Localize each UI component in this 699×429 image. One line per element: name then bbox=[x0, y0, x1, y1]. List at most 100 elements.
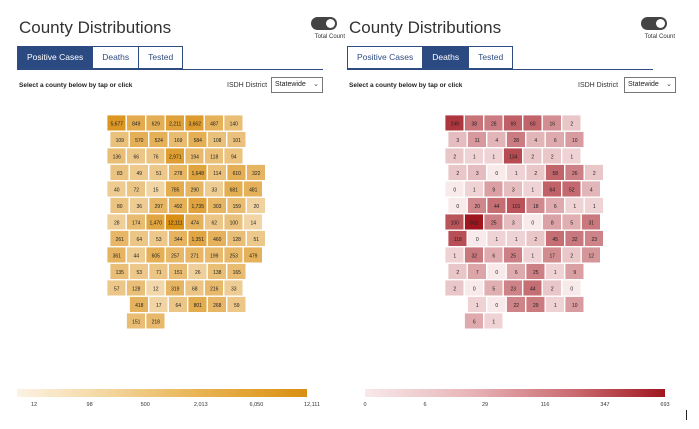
deaths-county-shape[interactable] bbox=[545, 197, 565, 214]
tab-tested[interactable]: Tested bbox=[139, 47, 183, 68]
deaths-county-shape[interactable] bbox=[542, 213, 562, 231]
deaths-county-shape[interactable] bbox=[545, 131, 565, 148]
deaths-county-shape[interactable] bbox=[522, 213, 543, 231]
positive-county-shape[interactable] bbox=[204, 246, 224, 264]
deaths-county-shape[interactable] bbox=[464, 180, 484, 198]
positive-county-shape[interactable] bbox=[246, 230, 266, 247]
positive-county-shape[interactable] bbox=[223, 279, 244, 297]
positive-county-shape[interactable] bbox=[109, 263, 130, 280]
deaths-county-shape[interactable] bbox=[486, 263, 507, 280]
positive-county-shape[interactable] bbox=[109, 131, 130, 148]
deaths-county-shape[interactable] bbox=[542, 114, 562, 132]
positive-county-shape[interactable] bbox=[207, 296, 227, 313]
deaths-county-shape[interactable] bbox=[444, 279, 465, 297]
positive-county-shape[interactable] bbox=[243, 180, 263, 198]
positive-county-shape[interactable] bbox=[204, 147, 224, 165]
positive-county-shape[interactable] bbox=[126, 213, 146, 231]
deaths-county-shape[interactable] bbox=[581, 213, 601, 231]
deaths-county-shape[interactable] bbox=[584, 230, 604, 247]
positive-county-shape[interactable] bbox=[106, 114, 127, 132]
positive-county-shape[interactable] bbox=[243, 246, 263, 264]
positive-county-shape[interactable] bbox=[223, 213, 244, 231]
deaths-county-shape[interactable] bbox=[506, 164, 526, 181]
positive-county-shape[interactable] bbox=[145, 180, 166, 198]
deaths-county-shape[interactable] bbox=[522, 246, 543, 264]
positive-county-shape[interactable] bbox=[168, 164, 188, 181]
positive-county-shape[interactable] bbox=[226, 263, 247, 280]
deaths-county-shape[interactable] bbox=[486, 131, 507, 148]
tab-deaths[interactable]: Deaths bbox=[93, 47, 140, 68]
district-dropdown[interactable]: Statewide ⌄ bbox=[271, 77, 323, 93]
total-count-toggle[interactable] bbox=[641, 17, 667, 30]
positive-county-shape[interactable] bbox=[126, 246, 146, 264]
deaths-county-shape[interactable] bbox=[545, 263, 565, 280]
positive-county-shape[interactable] bbox=[145, 213, 166, 231]
deaths-county-shape[interactable] bbox=[444, 180, 465, 198]
deaths-county-shape[interactable] bbox=[506, 197, 526, 214]
deaths-county-shape[interactable] bbox=[486, 296, 507, 313]
deaths-county-shape[interactable] bbox=[447, 164, 468, 181]
tab-tested[interactable]: Tested bbox=[469, 47, 513, 68]
deaths-county-shape[interactable] bbox=[447, 230, 468, 247]
district-dropdown[interactable]: Statewide ⌄ bbox=[624, 77, 676, 93]
deaths-county-shape[interactable] bbox=[486, 164, 507, 181]
deaths-county-shape[interactable] bbox=[506, 131, 526, 148]
deaths-county-shape[interactable] bbox=[444, 147, 465, 165]
deaths-county-shape[interactable] bbox=[561, 213, 582, 231]
positive-county-shape[interactable] bbox=[184, 180, 205, 198]
positive-county-shape[interactable] bbox=[226, 131, 247, 148]
deaths-county-shape[interactable] bbox=[486, 230, 507, 247]
positive-county-shape[interactable] bbox=[148, 230, 169, 247]
positive-county-shape[interactable] bbox=[126, 180, 146, 198]
deaths-county-shape[interactable] bbox=[503, 246, 523, 264]
positive-county-shape[interactable] bbox=[165, 213, 185, 231]
deaths-county-shape[interactable] bbox=[561, 114, 582, 132]
positive-county-shape[interactable] bbox=[204, 279, 224, 297]
deaths-county-shape[interactable] bbox=[564, 197, 585, 214]
deaths-county-shape[interactable] bbox=[564, 296, 585, 313]
positive-county-shape[interactable] bbox=[223, 246, 244, 264]
deaths-county-shape[interactable] bbox=[503, 180, 523, 198]
deaths-county-shape[interactable] bbox=[503, 213, 523, 231]
positive-county-shape[interactable] bbox=[168, 230, 188, 247]
positive-county-shape[interactable] bbox=[106, 279, 127, 297]
positive-county-shape[interactable] bbox=[184, 279, 205, 297]
positive-county-shape[interactable] bbox=[187, 164, 208, 181]
deaths-county-shape[interactable] bbox=[447, 263, 468, 280]
deaths-county-shape[interactable] bbox=[525, 131, 546, 148]
positive-county-shape[interactable] bbox=[145, 246, 166, 264]
positive-county-shape[interactable] bbox=[129, 164, 149, 181]
positive-county-shape[interactable] bbox=[126, 279, 146, 297]
deaths-county-shape[interactable] bbox=[564, 131, 585, 148]
tab-positive-cases[interactable]: Positive Cases bbox=[18, 47, 94, 68]
positive-county-shape[interactable] bbox=[148, 263, 169, 280]
deaths-county-shape[interactable] bbox=[506, 296, 526, 313]
deaths-county-shape[interactable] bbox=[467, 296, 487, 313]
positive-county-shape[interactable] bbox=[145, 279, 166, 297]
deaths-county-shape[interactable] bbox=[483, 180, 504, 198]
deaths-county-shape[interactable] bbox=[522, 147, 543, 165]
deaths-county-shape[interactable] bbox=[467, 164, 487, 181]
deaths-county-shape[interactable] bbox=[564, 230, 585, 247]
deaths-county-shape[interactable] bbox=[447, 197, 468, 214]
deaths-county-shape[interactable] bbox=[561, 246, 582, 264]
deaths-county-shape[interactable] bbox=[584, 197, 604, 214]
deaths-county-shape[interactable] bbox=[503, 147, 523, 165]
deaths-county-shape[interactable] bbox=[444, 213, 465, 231]
deaths-county-shape[interactable] bbox=[542, 279, 562, 297]
deaths-county-shape[interactable] bbox=[483, 147, 504, 165]
positive-county-shape[interactable] bbox=[126, 312, 146, 330]
positive-county-shape[interactable] bbox=[168, 197, 188, 214]
positive-county-shape[interactable] bbox=[246, 164, 266, 181]
positive-county-shape[interactable] bbox=[129, 230, 149, 247]
positive-county-shape[interactable] bbox=[106, 246, 127, 264]
deaths-county-shape[interactable] bbox=[483, 312, 504, 330]
positive-county-shape[interactable] bbox=[187, 263, 208, 280]
positive-county-shape[interactable] bbox=[129, 197, 149, 214]
positive-county-shape[interactable] bbox=[109, 197, 130, 214]
deaths-county-shape[interactable] bbox=[545, 296, 565, 313]
deaths-county-shape[interactable] bbox=[444, 114, 465, 132]
positive-county-shape[interactable] bbox=[226, 197, 247, 214]
positive-county-shape[interactable] bbox=[148, 131, 169, 148]
deaths-county-shape[interactable] bbox=[483, 279, 504, 297]
